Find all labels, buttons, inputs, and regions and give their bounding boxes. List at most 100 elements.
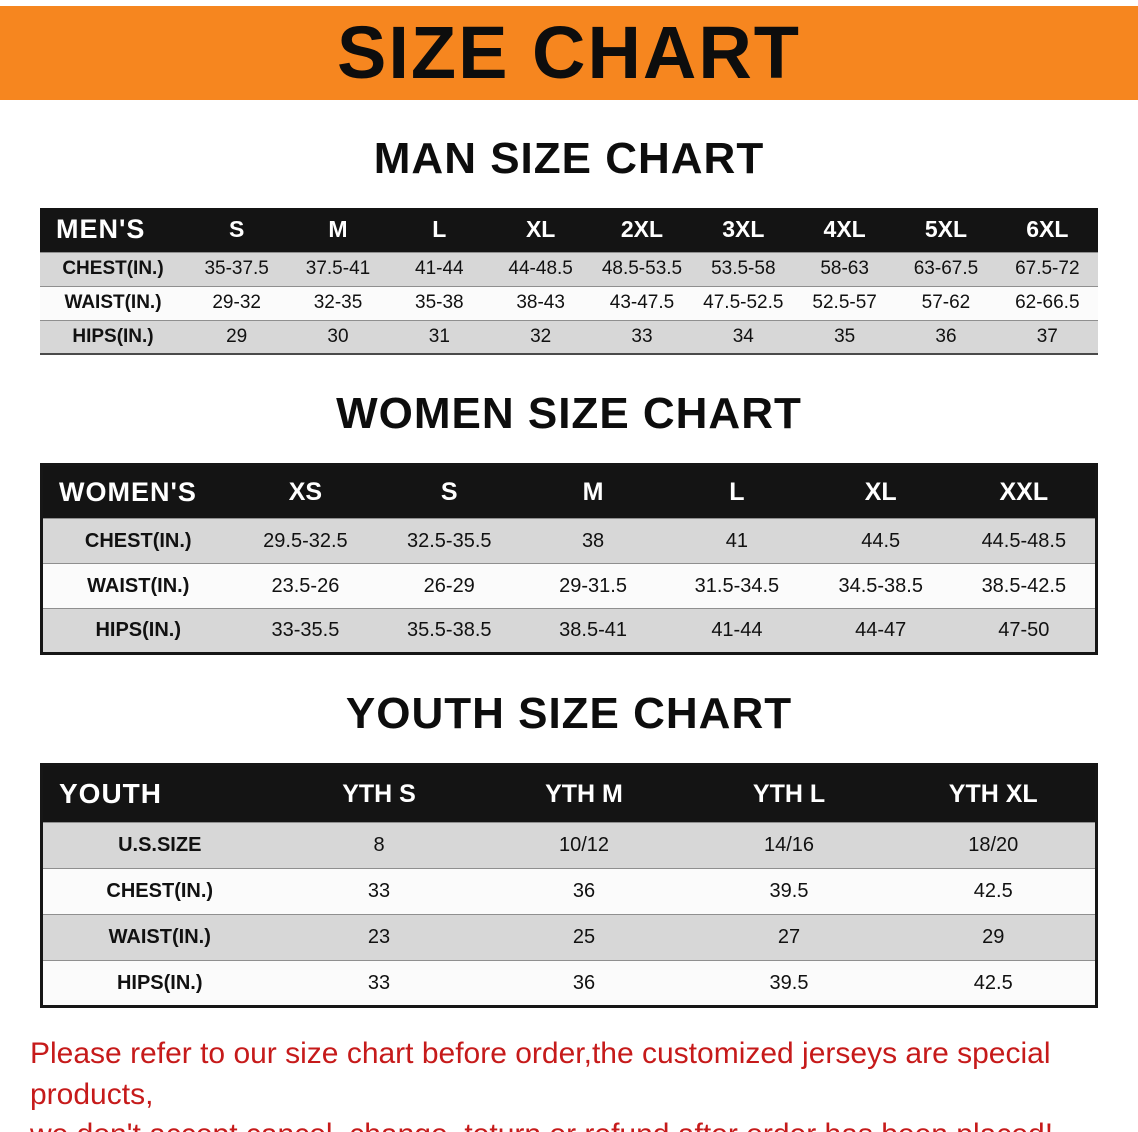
size-value-cell: 32 xyxy=(530,325,552,347)
page-title: SIZE CHART xyxy=(337,11,801,94)
table-title-cell: MEN'S xyxy=(56,214,146,245)
size-header-cell: S xyxy=(228,216,245,243)
size-value-cell: 38.5-41 xyxy=(559,619,627,641)
size-value-cell: 29-31.5 xyxy=(559,574,627,597)
size-value-cell: 29-32 xyxy=(212,292,261,313)
size-value-cell: 35 xyxy=(834,325,856,347)
table-row: U.S.SIZE 8 10/12 14/16 18/20 xyxy=(41,822,1097,869)
disclaimer-line-2: we don't accept cancel, change, teturn o… xyxy=(30,1115,1108,1132)
row-label-cell: HIPS(IN.) xyxy=(72,325,154,347)
row-label-cell: WAIST(IN.) xyxy=(108,926,211,948)
size-header-cell: 2XL xyxy=(620,216,664,243)
disclaimer: Please refer to our size chart before or… xyxy=(0,1008,1138,1132)
size-value-cell: 47.5-52.5 xyxy=(703,292,784,313)
size-value-cell: 48.5-53.5 xyxy=(601,258,683,279)
women-size-table: WOMEN'S XS S M L XL XXL CHEST(IN.) 29.5-32.5 32.5… xyxy=(40,463,1098,655)
size-header-cell: YTH L xyxy=(752,779,826,808)
women-section-heading: WOMEN SIZE CHART xyxy=(336,389,802,438)
row-label-cell: WAIST(IN.) xyxy=(87,574,190,597)
size-header-cell: M xyxy=(582,477,604,506)
size-header-cell: 4XL xyxy=(823,216,866,243)
table-header-row: WOMEN'S XS S M L XL XXL xyxy=(41,464,1097,519)
size-value-cell: 44.5 xyxy=(861,529,901,552)
disclaimer-line-1: Please refer to our size chart before or… xyxy=(30,1037,1051,1111)
men-size-table: MEN'S S M L XL 2XL 3XL 4XL 5XL 6XL CHEST(IN.) 35-37… xyxy=(40,208,1098,355)
size-value-cell: 38.5-42.5 xyxy=(981,574,1067,597)
table-row: WAIST(IN.) 23.5-26 26-29 29-31.5 31.5-34.5 34… xyxy=(41,563,1097,609)
size-value-cell: 43-47.5 xyxy=(609,292,675,313)
size-value-cell: 38 xyxy=(581,529,605,552)
size-value-cell: 34 xyxy=(732,325,754,347)
size-value-cell: 14/16 xyxy=(763,834,815,856)
size-value-cell: 33-35.5 xyxy=(271,619,340,641)
size-value-cell: 53.5-58 xyxy=(711,258,776,279)
table-row: CHEST(IN.) 29.5-32.5 32.5-35.5 38 41 44.5 44.5… xyxy=(41,518,1097,564)
row-label-cell: CHEST(IN.) xyxy=(62,258,164,279)
size-header-cell: L xyxy=(432,216,447,243)
size-header-cell: YTH S xyxy=(342,779,416,808)
size-value-cell: 29 xyxy=(226,325,248,347)
size-value-cell: 36 xyxy=(935,325,957,347)
size-value-cell: 30 xyxy=(327,325,349,347)
size-header-cell: L xyxy=(729,477,745,506)
row-label-cell: WAIST(IN.) xyxy=(64,292,162,313)
size-value-cell: 33 xyxy=(367,971,391,994)
banner: SIZE CHART xyxy=(0,6,1138,100)
size-value-cell: 41 xyxy=(725,529,749,552)
row-label-cell: U.S.SIZE xyxy=(118,834,202,856)
size-value-cell: 52.5-57 xyxy=(812,292,877,313)
size-value-cell: 35-38 xyxy=(415,292,464,313)
table-row: HIPS(IN.) 33 36 39.5 42.5 xyxy=(41,960,1097,1007)
size-header-cell: YTH M xyxy=(545,779,623,808)
size-header-cell: XS xyxy=(288,477,323,506)
table-row: WAIST(IN.) 29-32 32-35 35-38 38-43 43-47.5 47.… xyxy=(40,286,1098,320)
size-value-cell: 63-67.5 xyxy=(913,258,979,279)
size-value-cell: 38-43 xyxy=(516,292,565,313)
size-value-cell: 34.5-38.5 xyxy=(838,574,923,597)
size-value-cell: 39.5 xyxy=(769,880,809,902)
size-value-cell: 44.5-48.5 xyxy=(981,529,1067,552)
table-title-cell: YOUTH xyxy=(59,778,162,809)
size-header-cell: 5XL xyxy=(924,216,968,243)
size-value-cell: 57-62 xyxy=(921,292,971,313)
table-row: WAIST(IN.) 23 25 27 29 xyxy=(41,914,1097,961)
youth-section-heading: YOUTH SIZE CHART xyxy=(345,689,793,738)
size-value-cell: 44-48.5 xyxy=(508,258,573,279)
size-value-cell: 41-44 xyxy=(711,619,763,641)
size-value-cell: 8 xyxy=(373,834,385,856)
table-title-cell: WOMEN'S xyxy=(59,476,197,507)
size-value-cell: 23.5-26 xyxy=(271,574,340,597)
size-value-cell: 39.5 xyxy=(769,971,809,994)
table-header-row: MEN'S S M L XL 2XL 3XL 4XL 5XL 6XL xyxy=(40,208,1098,252)
size-value-cell: 36 xyxy=(572,971,596,994)
size-value-cell: 25 xyxy=(572,926,596,948)
table-row: CHEST(IN.) 35-37.5 37.5-41 41-44 44-48.5 48.5… xyxy=(40,252,1098,286)
size-value-cell: 35.5-38.5 xyxy=(406,619,492,641)
size-header-cell: 3XL xyxy=(722,216,765,243)
row-label-cell: HIPS(IN.) xyxy=(95,619,182,641)
size-header-cell: S xyxy=(440,477,458,506)
women-size-section: WOMEN SIZE CHART WOMEN'S XS S M L XL XXL CHEST(… xyxy=(0,389,1138,655)
men-section-heading: MAN SIZE CHART xyxy=(373,134,765,183)
size-value-cell: 31 xyxy=(428,325,450,347)
size-value-cell: 41-44 xyxy=(415,258,464,279)
size-value-cell: 32.5-35.5 xyxy=(406,529,492,552)
size-value-cell: 29.5-32.5 xyxy=(263,529,348,552)
table-row: CHEST(IN.) 33 36 39.5 42.5 xyxy=(41,868,1097,915)
table-row: HIPS(IN.) 29 30 31 32 33 34 35 36 37 xyxy=(40,320,1098,354)
size-value-cell: 27 xyxy=(777,926,801,948)
size-value-cell: 47-50 xyxy=(998,619,1050,641)
size-header-cell: 6XL xyxy=(1026,216,1069,243)
size-header-cell: YTH XL xyxy=(948,779,1038,808)
youth-size-table: YOUTH YTH S YTH M YTH L YTH XL U.S.SIZE 8 10/12… xyxy=(40,763,1098,1008)
size-value-cell: 33 xyxy=(631,325,653,347)
size-value-cell: 42.5 xyxy=(973,880,1013,902)
size-header-cell: XXL xyxy=(999,477,1049,506)
size-value-cell: 18/20 xyxy=(968,834,1019,856)
size-value-cell: 32-35 xyxy=(313,292,363,313)
size-value-cell: 31.5-34.5 xyxy=(694,574,780,597)
youth-size-section: YOUTH SIZE CHART YOUTH YTH S YTH M YTH L YTH… xyxy=(0,689,1138,1008)
size-value-cell: 26-29 xyxy=(423,574,475,597)
size-value-cell: 42.5 xyxy=(973,971,1013,994)
